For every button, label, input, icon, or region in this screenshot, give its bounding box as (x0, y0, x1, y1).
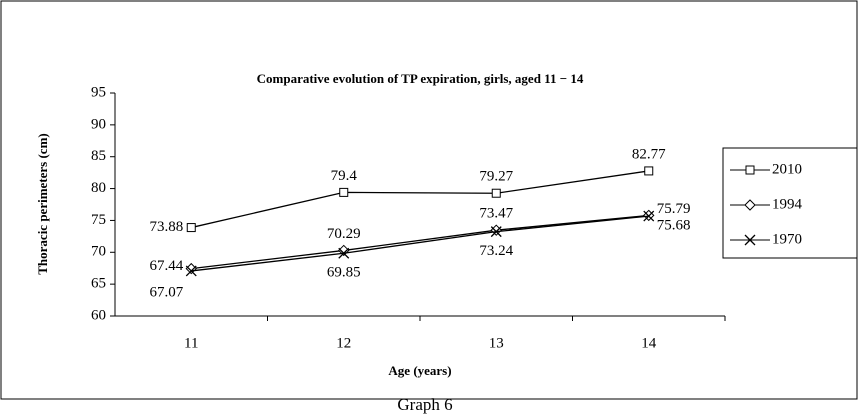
marker (644, 166, 654, 176)
data-label: 79.27 (479, 169, 513, 185)
legend-label: 1970 (772, 231, 802, 247)
marker (744, 234, 756, 246)
marker (186, 223, 196, 233)
marker (185, 262, 197, 275)
x-axis-label: Age (years) (388, 363, 451, 378)
y-tick-label: 90 (91, 116, 106, 132)
data-label: 82.77 (632, 146, 666, 162)
data-label: 73.88 (150, 219, 184, 235)
data-label: 79.4 (331, 168, 358, 184)
marker (744, 199, 756, 211)
marker (185, 265, 197, 277)
caption: Graph 6 (397, 395, 452, 414)
data-label: 73.24 (479, 243, 513, 259)
x-tick-label: 11 (184, 335, 198, 351)
y-tick-label: 70 (91, 244, 106, 260)
data-label: 75.79 (657, 201, 691, 217)
data-label: 73.47 (479, 206, 513, 222)
y-tick-label: 75 (91, 212, 106, 228)
y-tick-label: 85 (91, 148, 106, 164)
chart-title: Comparative evolution of TP expiration, … (257, 71, 584, 86)
data-label: 75.68 (657, 218, 691, 234)
data-label: 67.07 (150, 284, 184, 300)
series-line (191, 214, 649, 270)
y-axis-label: Thoracic perimeters (cm) (35, 133, 50, 275)
series-line (191, 170, 649, 229)
x-tick-label: 14 (641, 335, 657, 351)
data-label: 69.85 (327, 265, 361, 281)
marker (338, 247, 350, 259)
legend-label: 1994 (772, 196, 803, 212)
marker (490, 224, 502, 236)
legend-label: 2010 (772, 161, 802, 177)
y-tick-label: 80 (91, 180, 106, 196)
marker (745, 165, 755, 175)
marker (491, 188, 501, 198)
y-tick-label: 65 (91, 276, 106, 292)
y-tick-label: 60 (91, 307, 106, 323)
x-tick-label: 12 (336, 335, 351, 351)
marker (339, 187, 349, 197)
marker (643, 210, 655, 222)
marker (490, 226, 502, 238)
data-label: 67.44 (150, 258, 184, 274)
data-label: 70.29 (327, 226, 361, 242)
series-line (191, 215, 649, 272)
x-tick-label: 13 (489, 335, 504, 351)
y-tick-label: 95 (91, 84, 106, 100)
